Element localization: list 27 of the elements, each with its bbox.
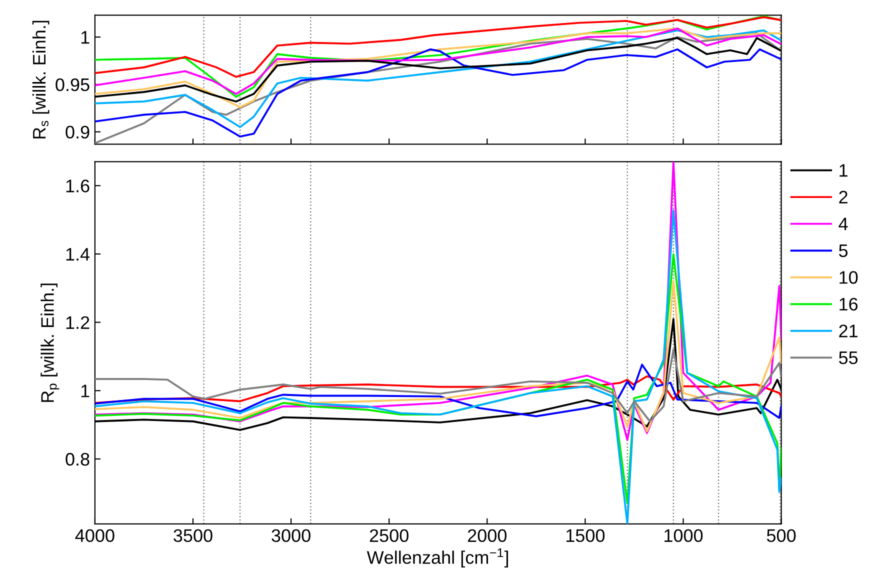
legend-label: 5 xyxy=(838,244,848,258)
y-tick-label: 0.8 xyxy=(66,452,90,466)
y-axis-title: R$_{s}$ [willk. Einh.] xyxy=(32,20,50,138)
x-axis-title: Wellenzahl [cm$^{−1}$] xyxy=(366,548,508,568)
y-tick-label: 1 xyxy=(81,31,90,44)
y-axis-title: R$_{p}$ [willk. Einh.] xyxy=(40,284,60,402)
legend-label: 2 xyxy=(839,190,848,204)
x-tick-label: 3000 xyxy=(272,529,310,542)
x-tick-label: 2000 xyxy=(468,529,507,542)
legend-label: 1 xyxy=(840,164,848,177)
y-tick-label: 0.95 xyxy=(56,78,90,92)
legend-label: 55 xyxy=(838,352,858,364)
y-tick-label: 1.4 xyxy=(66,248,90,261)
legend-label: 10 xyxy=(840,271,858,284)
legend-label: 4 xyxy=(838,218,848,230)
y-tick-label: 0.9 xyxy=(66,126,90,139)
x-tick-label: 1000 xyxy=(664,529,703,542)
legend-label: 16 xyxy=(840,298,858,311)
x-tick-label: 4000 xyxy=(75,529,114,542)
x-tick-label: 1500 xyxy=(566,529,605,542)
x-tick-label: 3500 xyxy=(174,529,212,542)
y-tick-label: 1.2 xyxy=(66,316,90,329)
y-tick-label: 1.6 xyxy=(66,180,90,192)
x-tick-label: 500 xyxy=(766,529,796,542)
legend-label: 21 xyxy=(839,324,858,338)
y-tick-label: 1 xyxy=(81,384,90,398)
x-tick-label: 2500 xyxy=(370,529,408,542)
